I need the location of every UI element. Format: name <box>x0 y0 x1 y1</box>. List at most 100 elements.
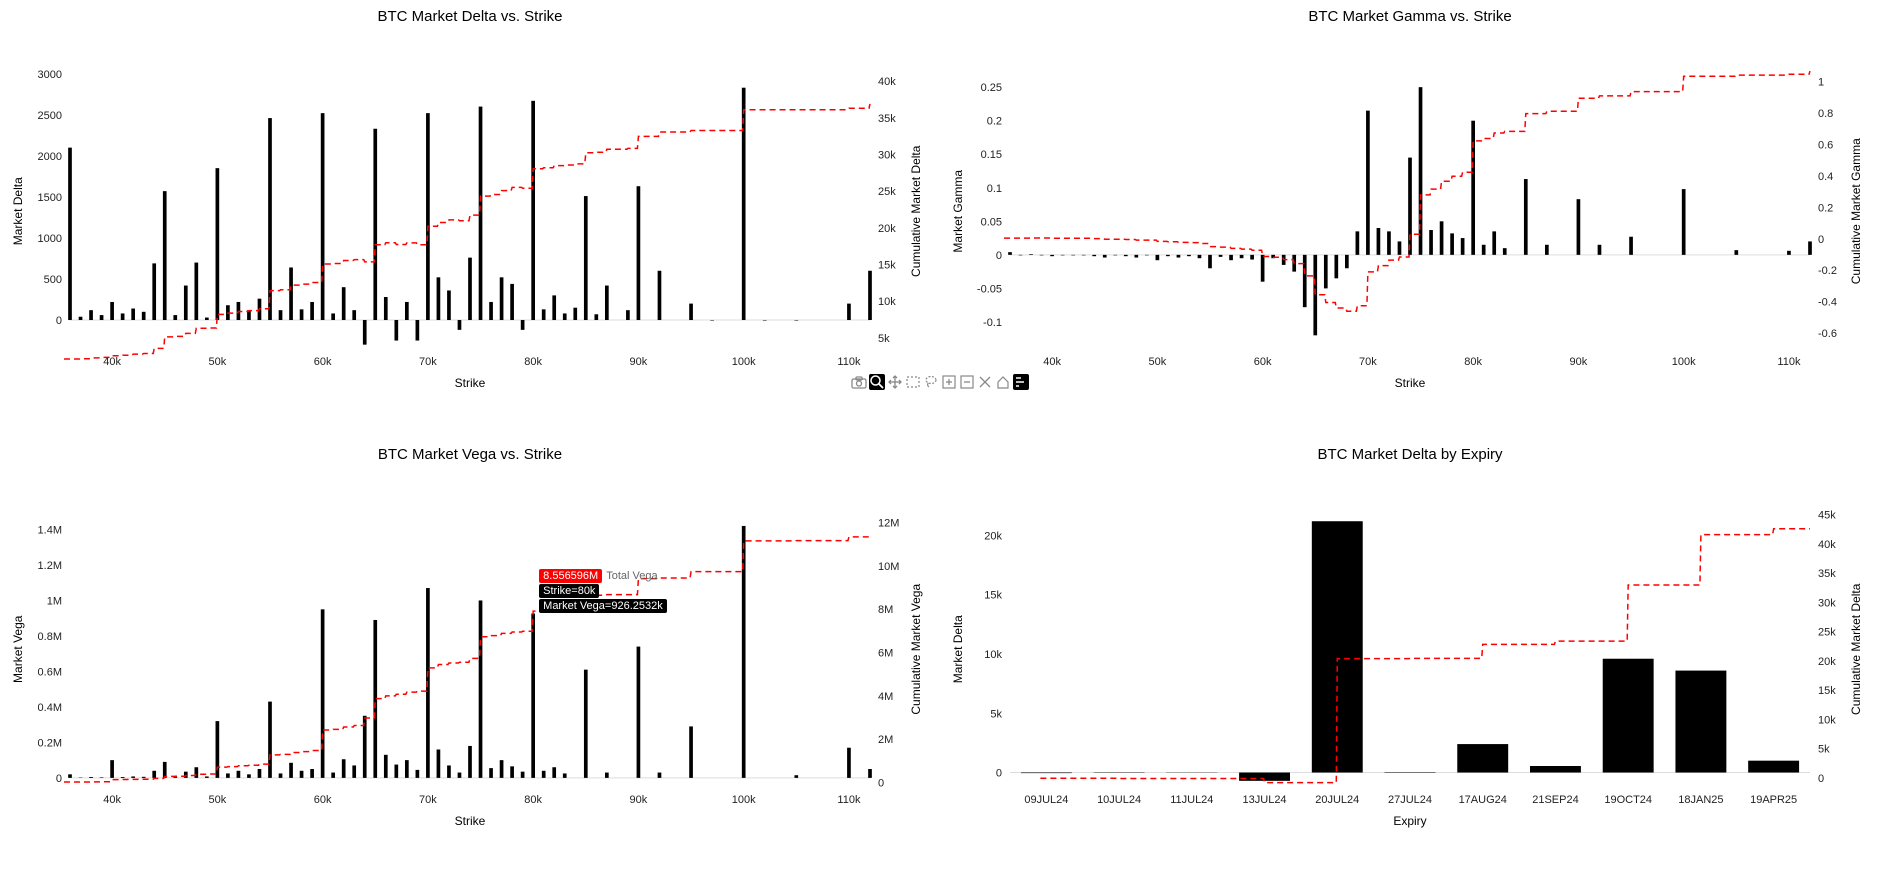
toolbar-lasso-icon[interactable] <box>923 374 939 390</box>
svg-text:40k: 40k <box>1818 538 1836 550</box>
svg-text:Strike: Strike <box>455 376 486 390</box>
svg-text:500: 500 <box>44 274 62 286</box>
svg-text:19APR25: 19APR25 <box>1750 793 1797 805</box>
svg-text:-0.1: -0.1 <box>983 317 1002 329</box>
svg-text:0.15: 0.15 <box>981 149 1002 161</box>
toolbar-rect-select-icon[interactable] <box>905 374 921 390</box>
svg-text:5k: 5k <box>990 708 1002 720</box>
chart-title-vega: BTC Market Vega vs. Strike <box>0 446 940 463</box>
svg-text:50k: 50k <box>208 356 226 368</box>
svg-text:15k: 15k <box>984 589 1002 601</box>
svg-text:3000: 3000 <box>38 69 62 81</box>
svg-text:Market Gamma: Market Gamma <box>951 170 965 253</box>
toolbar-autoscale-icon[interactable] <box>977 374 993 390</box>
svg-text:0.05: 0.05 <box>981 216 1002 228</box>
svg-text:60k: 60k <box>1254 356 1272 368</box>
svg-text:18JAN25: 18JAN25 <box>1678 793 1723 805</box>
svg-text:60k: 60k <box>314 356 332 368</box>
chart-title-expiry: BTC Market Delta by Expiry <box>940 446 1880 463</box>
svg-text:100k: 100k <box>732 356 756 368</box>
svg-text:6M: 6M <box>878 647 893 659</box>
toolbar-camera-icon[interactable] <box>851 374 867 390</box>
svg-text:Strike: Strike <box>1395 376 1426 390</box>
plotly-toolbar <box>851 374 1029 390</box>
svg-text:40k: 40k <box>103 356 121 368</box>
svg-text:50k: 50k <box>208 793 226 805</box>
svg-text:40k: 40k <box>1043 356 1061 368</box>
svg-text:0.1: 0.1 <box>987 183 1002 195</box>
svg-text:0.6M: 0.6M <box>38 666 62 678</box>
svg-text:12M: 12M <box>878 517 899 529</box>
toolbar-zoomout-icon[interactable] <box>959 374 975 390</box>
svg-text:60k: 60k <box>314 793 332 805</box>
toolbar-pan-icon[interactable] <box>887 374 903 390</box>
svg-text:0.6: 0.6 <box>1818 139 1833 151</box>
svg-text:35k: 35k <box>1818 568 1836 580</box>
svg-text:-0.2: -0.2 <box>1818 265 1837 277</box>
toolbar-zoomin-icon[interactable] <box>941 374 957 390</box>
svg-text:20JUL24: 20JUL24 <box>1315 793 1359 805</box>
svg-text:1.4M: 1.4M <box>38 524 62 536</box>
svg-text:11JUL24: 11JUL24 <box>1170 793 1213 805</box>
svg-text:70k: 70k <box>419 793 437 805</box>
svg-text:-0.4: -0.4 <box>1818 297 1837 309</box>
svg-text:0.4: 0.4 <box>1818 171 1833 183</box>
svg-text:0: 0 <box>56 772 62 784</box>
toolbar-reset-icon[interactable] <box>995 374 1011 390</box>
svg-text:10k: 10k <box>984 648 1002 660</box>
svg-text:90k: 90k <box>630 356 648 368</box>
svg-text:Market Vega: Market Vega <box>11 615 25 683</box>
svg-text:21SEP24: 21SEP24 <box>1532 793 1578 805</box>
svg-text:2M: 2M <box>878 734 893 746</box>
svg-text:10k: 10k <box>1818 714 1836 726</box>
svg-text:0.8M: 0.8M <box>38 630 62 642</box>
toolbar-zoom-icon[interactable] <box>869 374 885 390</box>
svg-text:0: 0 <box>996 250 1002 262</box>
svg-text:90k: 90k <box>1570 356 1588 368</box>
svg-text:2500: 2500 <box>38 110 62 122</box>
svg-text:Expiry: Expiry <box>1393 813 1426 827</box>
svg-text:1500: 1500 <box>38 192 62 204</box>
svg-text:110k: 110k <box>837 793 861 805</box>
svg-text:0.2: 0.2 <box>987 116 1002 128</box>
svg-text:0: 0 <box>878 777 884 789</box>
svg-text:Market Delta: Market Delta <box>11 177 25 245</box>
svg-text:0.25: 0.25 <box>981 82 1002 94</box>
svg-text:5k: 5k <box>1818 743 1830 755</box>
svg-text:Cumulative Market Delta: Cumulative Market Delta <box>1849 583 1863 715</box>
svg-text:2000: 2000 <box>38 151 62 163</box>
svg-text:10k: 10k <box>878 296 896 308</box>
svg-text:0: 0 <box>1818 234 1824 246</box>
svg-text:100k: 100k <box>732 793 756 805</box>
svg-text:8M: 8M <box>878 604 893 616</box>
svg-text:80k: 80k <box>524 356 542 368</box>
svg-text:-0.05: -0.05 <box>977 283 1002 295</box>
chart-title-gamma: BTC Market Gamma vs. Strike <box>940 8 1880 25</box>
svg-text:20k: 20k <box>878 223 896 235</box>
toolbar-showall-icon[interactable] <box>1013 374 1029 390</box>
svg-text:4M: 4M <box>878 690 893 702</box>
svg-text:0.4M: 0.4M <box>38 701 62 713</box>
svg-text:Market Delta: Market Delta <box>951 614 965 682</box>
svg-text:90k: 90k <box>630 793 648 805</box>
chart-panel-gamma: BTC Market Gamma vs. Strike 40k50k60k70k… <box>940 0 1880 438</box>
svg-text:35k: 35k <box>878 113 896 125</box>
svg-text:1: 1 <box>1818 77 1824 89</box>
svg-text:15k: 15k <box>878 259 896 271</box>
svg-text:110k: 110k <box>837 356 861 368</box>
svg-text:5k: 5k <box>878 333 890 345</box>
svg-text:13JUL24: 13JUL24 <box>1243 793 1287 805</box>
svg-text:30k: 30k <box>1818 597 1836 609</box>
svg-text:25k: 25k <box>878 186 896 198</box>
svg-text:Strike: Strike <box>455 813 486 827</box>
chart-panel-vega: BTC Market Vega vs. Strike 40k50k60k70k8… <box>0 438 940 875</box>
svg-text:1000: 1000 <box>38 233 62 245</box>
svg-text:27JUL24: 27JUL24 <box>1388 793 1432 805</box>
svg-text:20k: 20k <box>984 530 1002 542</box>
chart-panel-delta: BTC Market Delta vs. Strike 40k50k60k70k… <box>0 0 940 438</box>
svg-text:40k: 40k <box>878 76 896 88</box>
svg-text:20k: 20k <box>1818 655 1836 667</box>
svg-text:100k: 100k <box>1672 356 1696 368</box>
svg-text:09JUL24: 09JUL24 <box>1024 793 1068 805</box>
svg-text:Cumulative Market Gamma: Cumulative Market Gamma <box>1849 138 1863 284</box>
